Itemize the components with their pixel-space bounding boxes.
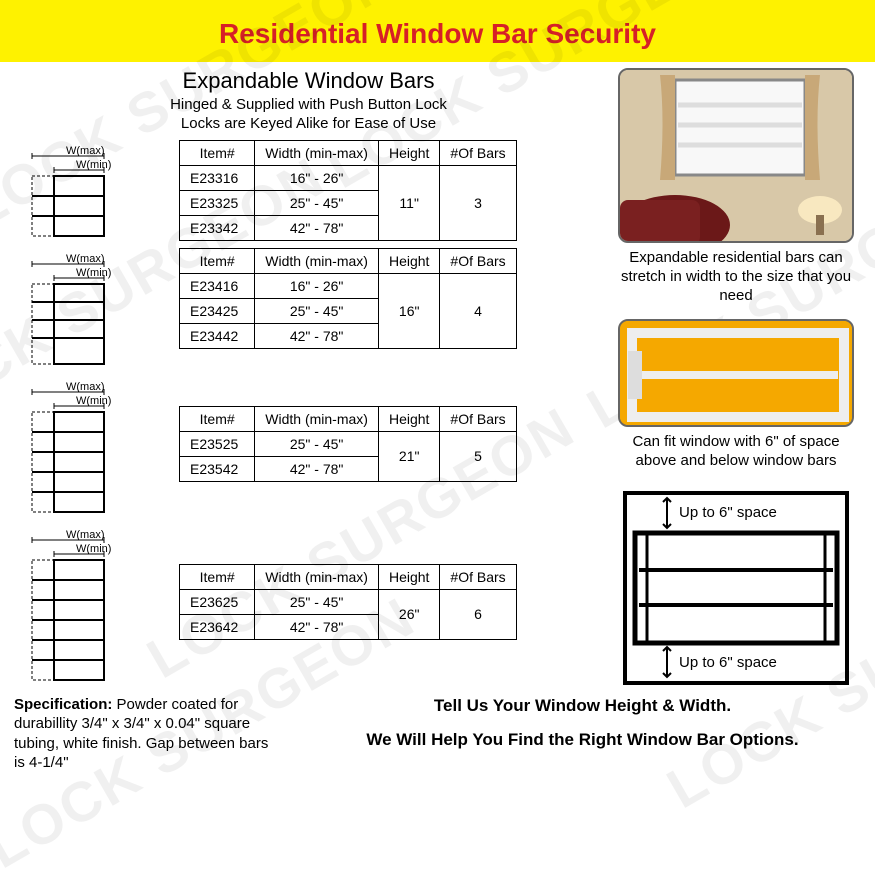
svg-text:W(min): W(min)	[76, 267, 111, 279]
spacing-diagram: Up to 6" space Up to 6" space	[617, 485, 855, 695]
spec-table-4bar: Item#Width (min-max)Height#Of Bars E2341…	[179, 248, 517, 349]
section-subtitle-desc: Hinged & Supplied with Push Button LockL…	[14, 96, 603, 134]
svg-text:W(max): W(max)	[66, 253, 105, 265]
spec-table-3bar: Item#Width (min-max)Height#Of Bars E2331…	[179, 140, 517, 241]
svg-text:W(max): W(max)	[66, 381, 105, 393]
spacing-bottom-label: Up to 6" space	[679, 654, 777, 671]
svg-text:W(max): W(max)	[66, 529, 105, 541]
photo1-caption: Expandable residential bars can stretch …	[611, 249, 861, 305]
header-band: Residential Window Bar Security	[0, 0, 875, 62]
right-column: Expandable residential bars can stretch …	[611, 68, 861, 695]
left-column: Expandable Window Bars Hinged & Supplied…	[14, 68, 603, 695]
photo2-caption: Can fit window with 6" of space above an…	[611, 433, 861, 471]
page-title: Residential Window Bar Security	[0, 18, 875, 50]
spec-table-5bar: Item#Width (min-max)Height#Of Bars E2352…	[179, 406, 517, 482]
spec-table-6bar: Item#Width (min-max)Height#Of Bars E2362…	[179, 564, 517, 640]
specification-text: Specification: Powder coated for durabil…	[14, 695, 274, 773]
section-subtitle: Expandable Window Bars	[14, 68, 603, 94]
bar-diagram-3: W(max) W(min)	[14, 144, 169, 244]
product-photo-room	[618, 68, 854, 243]
svg-text:W(min): W(min)	[76, 543, 111, 555]
product-photo-closeup	[618, 319, 854, 427]
product-group-4bar: W(max) W(min) Item#Width (min-max)Height…	[14, 248, 603, 372]
bar-diagram-6: W(max) W(min)	[14, 528, 169, 688]
svg-text:W(max): W(max)	[66, 145, 105, 157]
spacing-top-label: Up to 6" space	[679, 504, 777, 521]
call-to-action: Tell Us Your Window Height & Width. We W…	[304, 695, 861, 773]
bar-diagram-5: W(max) W(min)	[14, 380, 169, 520]
product-group-5bar: W(max) W(min) Item#Width (min-max)Height…	[14, 376, 603, 520]
product-group-3bar: W(max) W(min) Item#Width (min-max)Height…	[14, 140, 603, 244]
svg-text:W(min): W(min)	[76, 159, 111, 171]
bar-diagram-4: W(max) W(min)	[14, 252, 169, 372]
svg-text:W(min): W(min)	[76, 395, 111, 407]
product-group-6bar: W(max) W(min) Item#Width (min-max)Height…	[14, 524, 603, 688]
